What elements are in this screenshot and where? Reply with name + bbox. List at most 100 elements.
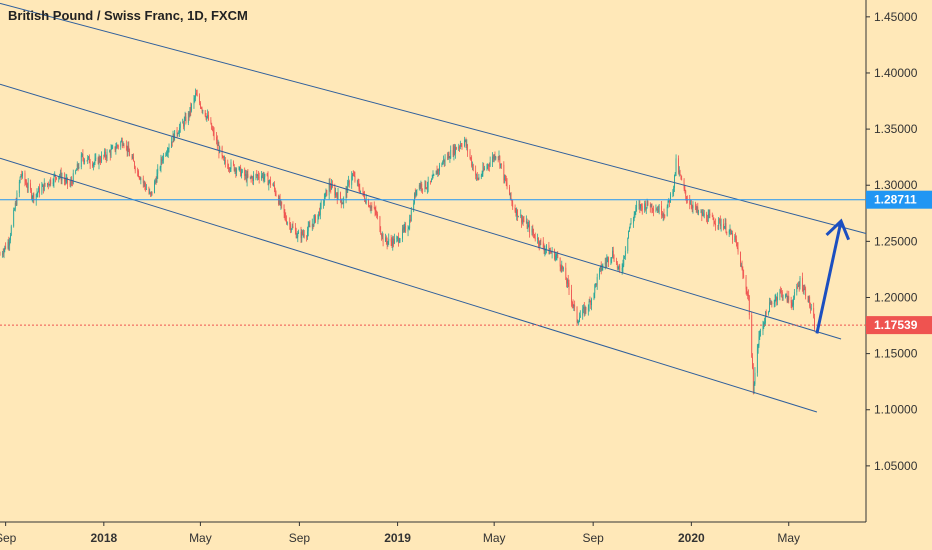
candle-body: [454, 146, 456, 154]
candle-body: [255, 174, 257, 176]
candle-body: [561, 265, 563, 270]
candle-body: [459, 146, 460, 148]
candle-body: [425, 181, 427, 189]
candle-body: [476, 174, 478, 179]
candle-body: [419, 185, 421, 188]
candle-body: [741, 265, 743, 270]
candle-body: [178, 133, 180, 134]
candle-body: [422, 188, 423, 190]
candle-body: [540, 240, 542, 242]
candle-body: [793, 292, 795, 299]
candle-body: [122, 144, 124, 146]
candle-body: [3, 249, 5, 254]
candle-body: [356, 180, 358, 182]
candle-body: [399, 238, 401, 242]
candles-group: [0, 88, 815, 395]
candle-body: [719, 218, 720, 221]
candle-body: [639, 204, 641, 209]
candle-body: [589, 301, 591, 302]
candle-body: [418, 185, 420, 190]
candle-body: [154, 180, 156, 182]
candle-body: [133, 157, 135, 162]
candle-body: [453, 146, 455, 156]
candle-body: [142, 178, 144, 183]
candle-body: [466, 144, 468, 146]
candle-body: [669, 200, 671, 203]
candle-body: [7, 242, 9, 249]
candle-body: [27, 183, 29, 189]
candle-body: [352, 174, 353, 177]
candle-body: [567, 279, 569, 283]
candle-body: [691, 206, 693, 209]
candle-body: [621, 267, 623, 271]
candle-body: [241, 172, 242, 177]
candle-body: [172, 134, 174, 143]
candle-body: [410, 219, 411, 221]
candle-body: [240, 167, 242, 177]
candle-body: [315, 215, 316, 223]
candle-body: [165, 154, 167, 156]
candle-body: [610, 258, 612, 263]
candle-body: [771, 302, 773, 305]
candle-body: [666, 206, 668, 217]
candle-body: [791, 302, 793, 306]
candle-body: [162, 160, 163, 161]
candle-body: [516, 209, 518, 216]
candle-body: [295, 231, 297, 238]
candle-body: [548, 245, 550, 255]
candle-body: [713, 219, 715, 224]
candle-body: [80, 155, 82, 168]
candle-body: [35, 193, 37, 201]
candle-body: [121, 140, 122, 142]
candle-body: [97, 157, 99, 164]
candle-body: [802, 277, 803, 291]
candle-body: [270, 179, 271, 185]
candle-body: [714, 223, 716, 225]
candle-body: [354, 176, 356, 182]
candle-body: [204, 110, 206, 117]
candle-body: [101, 155, 102, 162]
candle-body: [797, 285, 799, 287]
candle-body: [370, 206, 372, 209]
candle-body: [323, 202, 324, 204]
candle-body: [673, 187, 675, 193]
candle-body: [364, 200, 366, 204]
candle-body: [686, 200, 688, 202]
candle-body: [19, 177, 21, 183]
candle-body: [5, 246, 7, 249]
candle-body: [678, 158, 679, 173]
candle-body: [143, 182, 145, 184]
candle-body: [363, 192, 365, 196]
candle-body: [590, 301, 592, 305]
candle-body: [286, 220, 287, 224]
candle-body: [212, 130, 214, 131]
candle-body: [31, 197, 33, 199]
candle-body: [208, 114, 209, 121]
candle-body: [731, 233, 733, 241]
candle-body: [514, 207, 516, 212]
candle-body: [121, 140, 123, 146]
candle-body: [156, 173, 158, 183]
candle-body: [43, 184, 44, 191]
candle-body: [720, 224, 722, 227]
candle-body: [238, 167, 240, 170]
candle-body: [340, 192, 341, 200]
candle-body: [752, 368, 754, 392]
candle-body: [572, 303, 574, 306]
candle-body: [488, 165, 490, 167]
candle-body: [520, 214, 522, 217]
candle-body: [640, 204, 642, 209]
candle-body: [683, 179, 685, 189]
candle-body: [116, 145, 118, 149]
candle-body: [478, 177, 480, 180]
level-price-label: 1.28711: [874, 193, 917, 207]
candle-body: [103, 155, 105, 157]
candle-body: [584, 307, 586, 314]
candle-body: [290, 229, 292, 231]
candle-body: [182, 122, 184, 124]
candle-body: [157, 168, 159, 174]
candle-body: [562, 267, 564, 270]
candle-body: [661, 215, 663, 216]
candle-body: [109, 151, 111, 156]
